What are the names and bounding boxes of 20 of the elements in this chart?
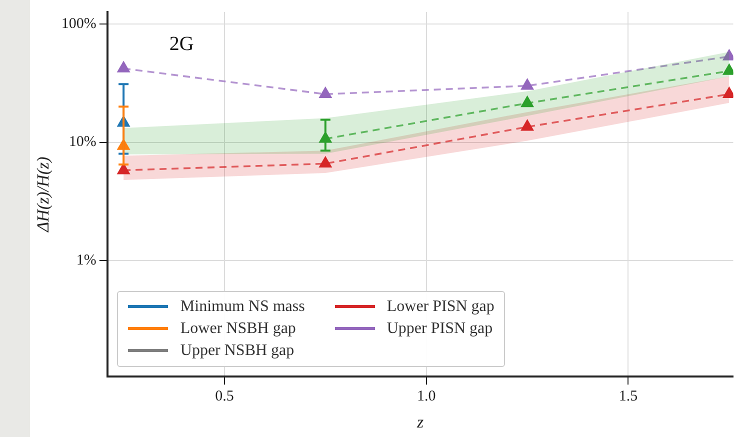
legend-label: Upper PISN gap <box>386 320 493 338</box>
x-tick-label: 1.0 <box>416 388 436 405</box>
annotation: 2G <box>169 33 194 55</box>
point <box>521 78 534 90</box>
legend-label: Lower NSBH gap <box>180 320 296 338</box>
y-tick-label: 10% <box>68 134 96 150</box>
point <box>521 120 534 131</box>
legend-label: Upper NSBH gap <box>180 342 294 360</box>
legend-label: Lower PISN gap <box>386 298 494 316</box>
x-axis-title: z <box>416 412 424 432</box>
y-axis-title: ΔH(z)/H(z) <box>34 156 53 233</box>
point <box>521 96 534 108</box>
point <box>117 62 130 72</box>
y-tick-label: 100% <box>61 16 96 32</box>
point <box>319 156 332 168</box>
legend-label: Minimum NS mass <box>180 298 305 316</box>
point <box>319 87 332 98</box>
x-tick-label: 0.5 <box>215 388 234 405</box>
x-tick-label: 1.5 <box>618 388 638 405</box>
y-tick-label: 1% <box>76 252 96 269</box>
